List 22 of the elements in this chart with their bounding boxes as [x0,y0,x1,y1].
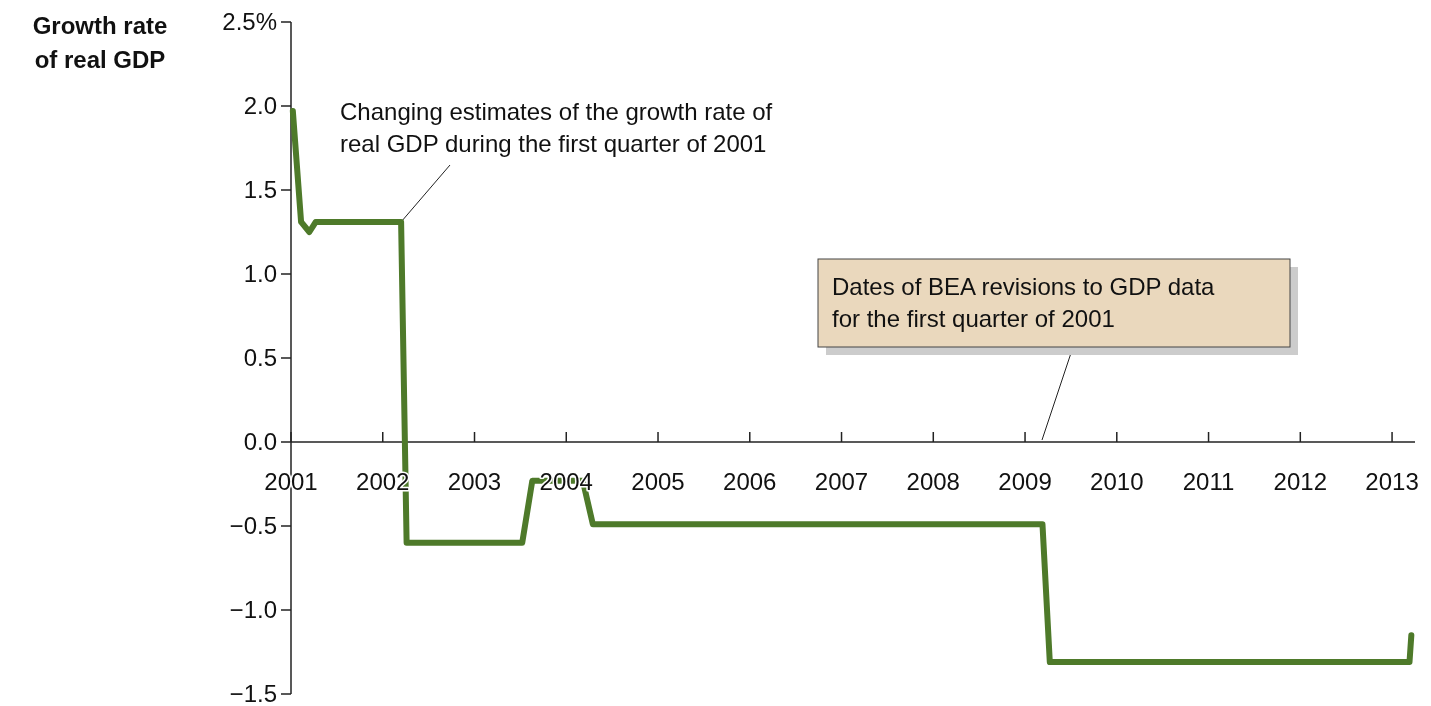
x-tick-label: 2008 [906,468,960,495]
x-tick-label: 2010 [1090,468,1144,495]
y-tick-label: −1.5 [229,680,277,706]
y-tick-label: 1.0 [243,260,277,288]
x-tick-label: 2007 [814,468,869,495]
y-tick-label: 2.0 [243,92,277,120]
y-axis-title: Growth rate of real GDP [32,12,168,73]
y-tick-label: 0.5 [243,344,277,372]
y-tick-label: −0.5 [229,512,277,540]
annotation: Changing estimates of the growth rate of real GDP during the first quarter of 2001 [340,98,773,157]
y-tick-label: 1.5 [243,176,277,204]
x-tick-label: 2005 [631,468,685,495]
annotation: Dates of BEA revisions to GDP data for the first quarter of 2001 [832,273,1216,332]
y-tick-label: −1.0 [229,596,277,624]
x-tick-label: 2009 [998,468,1052,495]
x-tick-label: 2006 [723,468,777,495]
y-tick-label: 0.0 [243,428,277,456]
x-tick-label: 2011 [1182,468,1235,495]
x-tick-label: 2003 [447,468,502,495]
x-tick-label: 2013 [1365,468,1419,495]
x-tick-label: 2012 [1273,468,1327,495]
y-tick-label: 2.5% [222,8,277,36]
